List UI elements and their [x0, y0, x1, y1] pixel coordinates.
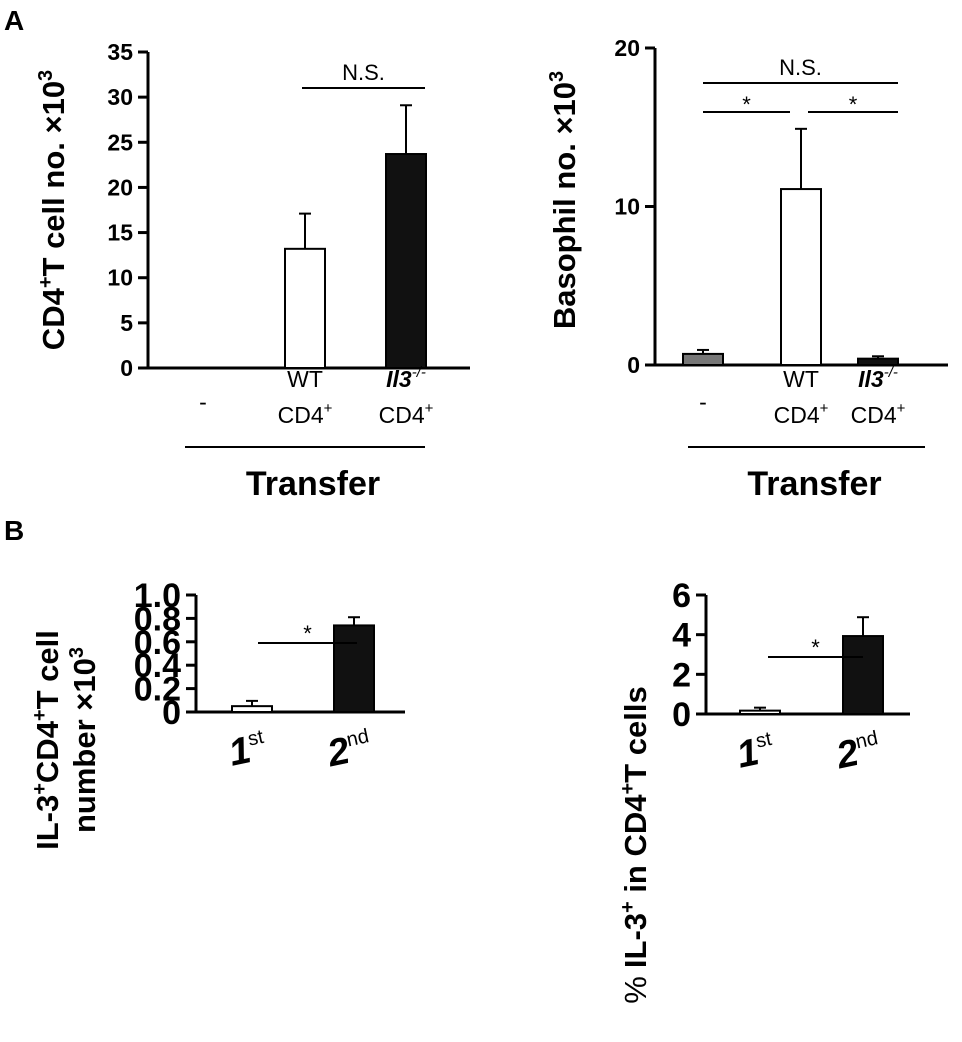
- chart2-ylabel-exp: 3: [546, 71, 568, 82]
- category-label-line1: Il3-/-: [858, 364, 898, 392]
- group-label: Transfer: [747, 465, 881, 503]
- y-tick-label: 0.2: [134, 671, 181, 709]
- y-tick-label: 6: [672, 577, 691, 615]
- chart2-ylabel: Basophil no. ×103: [546, 71, 582, 329]
- category-label-gene: Il3: [386, 366, 412, 392]
- bar: [385, 153, 427, 369]
- category-label-text: CD4: [278, 402, 324, 428]
- category-label-suffix: nd: [345, 725, 371, 751]
- chart-il3-cd4-t-cell-number: 00.20.40.60.81.0 1st 2nd *: [134, 577, 405, 776]
- chart3-ylabel-l1-sup2: +: [29, 709, 51, 721]
- y-tick-label: 0: [627, 352, 640, 378]
- bar: [780, 188, 822, 366]
- category-label-line1: WT: [287, 366, 323, 392]
- chart1-ylabel-part1: CD4: [36, 287, 71, 350]
- panel-label-b: B: [4, 515, 24, 546]
- category-label-text: CD4: [379, 402, 425, 428]
- chart3-ylabel-l1-b: CD4: [30, 720, 65, 783]
- y-tick-label: 0.6: [134, 624, 181, 662]
- chart4-ylabel-sup: +: [617, 901, 639, 913]
- y-tick-label: 20: [614, 35, 640, 61]
- significance-label: N.S.: [779, 55, 822, 80]
- category-label-line2: CD4+: [278, 400, 333, 428]
- category-label-sup: +: [820, 400, 829, 417]
- bar: [739, 709, 781, 716]
- category-label-text: CD4: [774, 402, 820, 428]
- panel-label-a: A: [4, 5, 24, 36]
- group-label: Transfer: [246, 465, 380, 503]
- category-label-text: CD4: [851, 402, 897, 428]
- y-tick-label: 0: [162, 694, 181, 732]
- category-label-line2: CD4+: [379, 400, 434, 428]
- y-tick-label: 0.8: [134, 600, 181, 638]
- category-label-sup: +: [425, 400, 434, 417]
- chart4-ylabel-sup2: +: [617, 783, 639, 795]
- category-label-suffix: nd: [854, 727, 880, 753]
- category-label-sup: +: [324, 400, 333, 417]
- bar: [284, 247, 326, 369]
- category-label-sup: -/-: [884, 364, 898, 381]
- chart3-ylabel-exp: 3: [66, 647, 88, 658]
- y-tick-label: 4: [672, 617, 691, 655]
- significance-label: N.S.: [342, 60, 385, 85]
- chart3-ylabel-l2: number ×10: [67, 658, 102, 833]
- bar: [231, 705, 273, 714]
- category-label: 2nd: [832, 727, 884, 777]
- category-label-line1: Il3-/-: [386, 364, 426, 392]
- y-tick-label: 2: [672, 656, 691, 694]
- y-tick-label: 0: [672, 696, 691, 734]
- chart4-ylabel-c: T cells: [618, 686, 653, 783]
- chart4-ylabel-pct: %: [618, 976, 653, 1004]
- chart3-ylabel-line1: IL-3+CD4+T cell: [29, 630, 65, 850]
- category-label: -: [699, 389, 707, 415]
- category-label: 2nd: [323, 725, 375, 775]
- chart2-ylabel-part1: Basophil no. ×10: [547, 82, 582, 329]
- chart4-ylabel-b: in CD4: [618, 794, 653, 902]
- significance-label: *: [742, 92, 751, 117]
- category-label-line2: CD4+: [851, 400, 906, 428]
- bar: [842, 635, 884, 715]
- chart1-ylabel-sup: +: [35, 276, 57, 288]
- chart3-ylabel-l1-sup: +: [29, 783, 51, 795]
- y-tick-label: 0: [120, 355, 133, 381]
- y-tick-label: 20: [107, 174, 133, 200]
- y-tick-label: 35: [107, 39, 133, 65]
- y-tick-label: 25: [107, 129, 133, 155]
- bar: [333, 624, 375, 713]
- category-label: -: [199, 389, 207, 415]
- category-label-line1: WT: [783, 366, 819, 392]
- chart3-ylabel-l1-a: IL-3: [30, 795, 65, 850]
- category-label-line2: CD4+: [774, 400, 829, 428]
- chart4-ylabel-a: IL-3: [618, 913, 653, 968]
- y-tick-label: 5: [120, 310, 133, 336]
- chart1-ylabel-part2: T cell no. ×10: [36, 81, 71, 277]
- chart3-ylabel-line2: number ×103: [66, 647, 102, 833]
- y-tick-label: 0.4: [134, 647, 181, 685]
- y-tick-label: 15: [107, 220, 133, 246]
- category-label-suffix: st: [246, 726, 266, 751]
- category-label-sup: +: [897, 400, 906, 417]
- chart4-ylabel: %IL-3+ in CD4+T cells: [617, 686, 653, 1003]
- chart1-ylabel: CD4+T cell no. ×103: [35, 70, 71, 350]
- y-tick-label: 10: [614, 194, 640, 220]
- category-label: 1st: [225, 726, 270, 775]
- chart1-ylabel-exp: 3: [35, 70, 57, 81]
- bar: [682, 352, 724, 366]
- y-tick-label: 1.0: [134, 577, 181, 615]
- significance-label: *: [849, 92, 858, 117]
- significance-label: *: [811, 635, 820, 660]
- category-label: 1st: [733, 728, 778, 777]
- category-label-gene: Il3: [858, 366, 884, 392]
- chart3-ylabel-l1-c: T cell: [30, 630, 65, 709]
- significance-label: *: [303, 621, 312, 646]
- category-label-suffix: st: [754, 728, 774, 753]
- y-tick-label: 10: [107, 265, 133, 291]
- y-tick-label: 30: [107, 84, 133, 110]
- chart-cd4-t-cell-number: 05101520253035-WTCD4+Il3-/-CD4+TransferN…: [107, 39, 470, 503]
- category-label-sup: -/-: [412, 364, 426, 381]
